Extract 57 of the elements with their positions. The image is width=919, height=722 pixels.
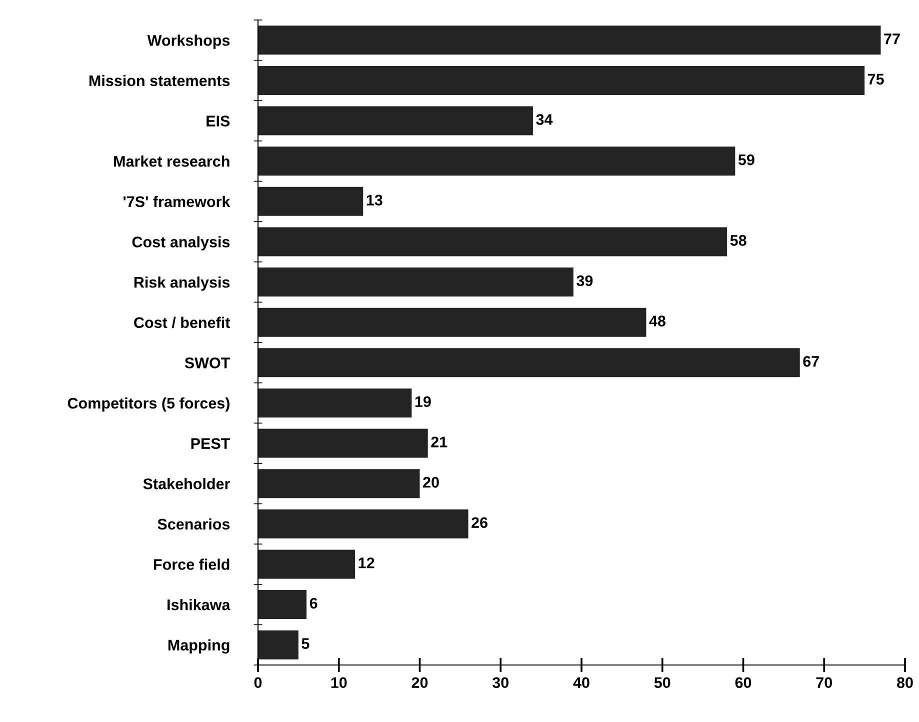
data-label: 21	[431, 436, 448, 448]
y-tick-label: Cost / benefit	[134, 316, 230, 328]
y-tick-label: Scenarios	[158, 518, 230, 530]
data-label: 59	[738, 154, 754, 166]
y-tick-label: Mission statements	[89, 74, 230, 86]
y-tick-label: Cost analysis	[132, 236, 230, 250]
data-label: 20	[423, 476, 439, 488]
bar	[258, 348, 800, 378]
bar	[258, 26, 881, 55]
x-tick-label: 0	[254, 677, 262, 688]
x-tick-label: 40	[573, 677, 590, 688]
bar	[258, 469, 420, 498]
data-label: 26	[472, 517, 488, 528]
bar	[258, 146, 736, 176]
data-label: 5	[302, 638, 310, 649]
y-tick-label: Workshops	[147, 34, 230, 49]
y-tick-label: Mapping	[168, 639, 230, 654]
bar	[258, 308, 646, 337]
bar	[258, 428, 428, 458]
x-tick-label: 10	[331, 677, 347, 688]
x-tick-label: 80	[896, 677, 913, 688]
y-tick-label: '7S' framework	[124, 196, 230, 208]
bar	[258, 106, 533, 136]
bar	[258, 630, 298, 660]
x-tick-label: 20	[412, 677, 428, 688]
bar	[258, 509, 468, 538]
x-tick-label: 70	[816, 677, 832, 688]
bar	[258, 66, 865, 95]
y-tick-label: Competitors (5 forces)	[68, 397, 230, 412]
y-tick-label: Market research	[114, 156, 230, 167]
y-tick-label: Stakeholder	[143, 478, 230, 490]
data-label: 13	[366, 194, 382, 206]
bar	[258, 227, 728, 256]
data-label: 39	[576, 275, 593, 286]
y-tick-label: PEST	[191, 438, 230, 449]
bar	[258, 186, 364, 216]
y-tick-label: Ishikawa	[168, 598, 230, 610]
data-label: 48	[649, 316, 666, 326]
data-label: 75	[868, 74, 884, 85]
data-label: 34	[536, 114, 553, 125]
x-tick-label: 30	[492, 677, 508, 688]
y-tick-label: SWOT	[184, 358, 230, 368]
y-tick-label: Risk analysis	[134, 276, 230, 291]
y-tick-label: EIS	[206, 116, 230, 126]
data-label: 19	[415, 396, 431, 408]
y-tick-label: Force field	[154, 558, 230, 570]
data-label: 12	[358, 558, 374, 568]
data-label: 67	[803, 356, 819, 367]
bar	[258, 550, 356, 579]
data-label: 6	[310, 598, 318, 609]
bar	[258, 590, 307, 620]
data-label: 58	[730, 235, 746, 246]
bar	[258, 388, 412, 418]
x-tick-label: 60	[735, 677, 752, 688]
data-label: 77	[884, 34, 900, 44]
x-tick-label: 50	[654, 677, 670, 688]
bar	[258, 268, 574, 297]
